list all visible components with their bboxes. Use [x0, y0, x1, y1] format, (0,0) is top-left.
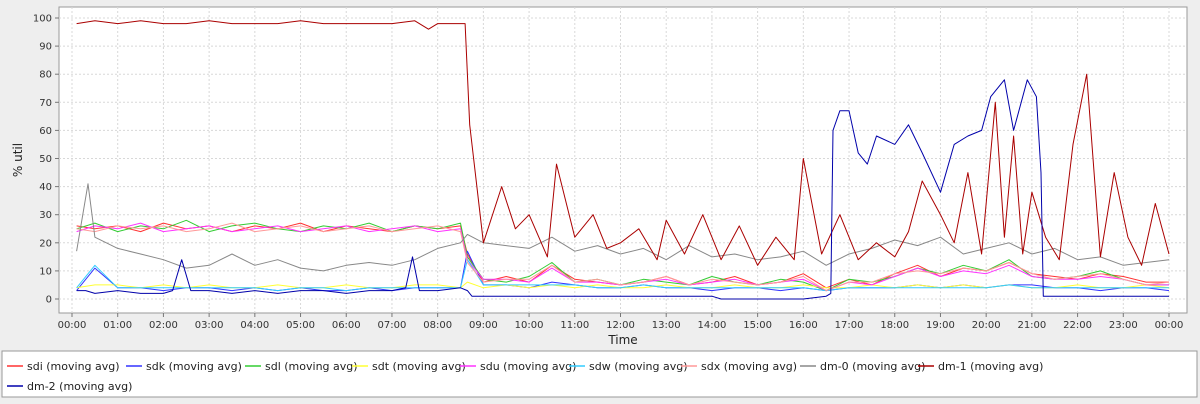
x-tick-label: 12:00	[606, 320, 635, 331]
legend: sdi (moving avg) sdk (moving avg) sdl (mov…	[1, 350, 1198, 398]
y-tick-label: 70	[39, 98, 52, 109]
axes: 0 10 20 30 40 50 60 70 80 90 100 00:00 01:00 02:00 03:…	[33, 14, 1184, 332]
y-tick-label: 50	[39, 154, 52, 165]
x-tick-label: 21:00	[1017, 320, 1046, 331]
legend-label: sdu (moving avg)	[480, 360, 576, 373]
x-tick-label: 00:00	[58, 320, 87, 331]
series-lines	[76, 20, 1170, 300]
y-tick-label: 30	[39, 210, 52, 221]
legend-label: sdl (moving avg)	[265, 360, 358, 373]
x-tick-label: 00:00	[1155, 320, 1184, 331]
x-tick-label: 13:00	[652, 320, 681, 331]
x-tick-label: 14:00	[698, 320, 727, 331]
series-line-5	[76, 259, 1169, 292]
y-axis-title: % util	[11, 143, 25, 177]
y-tick-label: 10	[39, 266, 52, 277]
y-tick-label: 90	[39, 42, 52, 53]
x-tick-label: 18:00	[880, 320, 909, 331]
x-tick-label: 20:00	[972, 320, 1001, 331]
series-line-7	[76, 183, 1170, 272]
series-line-6	[76, 222, 1170, 292]
x-tick-label: 06:00	[332, 320, 361, 331]
x-tick-label: 11:00	[560, 320, 589, 331]
x-tick-label: 17:00	[835, 320, 864, 331]
x-tick-label: 10:00	[515, 320, 544, 331]
x-tick-label: 15:00	[743, 320, 772, 331]
y-tick-label: 80	[39, 70, 52, 81]
x-tick-label: 16:00	[789, 320, 818, 331]
x-tick-label: 07:00	[378, 320, 407, 331]
series-line-8	[76, 20, 1170, 266]
legend-box	[1, 350, 1198, 398]
legend-label: sdw (moving avg)	[589, 360, 687, 373]
grid-lines	[59, 7, 1187, 313]
series-line-9	[76, 79, 1169, 300]
x-axis-title: Time	[607, 333, 637, 347]
x-tick-label: 19:00	[926, 320, 955, 331]
y-tick-label: 40	[39, 182, 52, 193]
legend-label: sdi (moving avg)	[27, 360, 120, 373]
legend-label: sdx (moving avg)	[701, 360, 797, 373]
legend-label: sdk (moving avg)	[146, 360, 242, 373]
x-tick-label: 23:00	[1109, 320, 1138, 331]
x-tick-label: 03:00	[195, 320, 224, 331]
legend-label: dm-2 (moving avg)	[27, 380, 132, 393]
y-tick-label: 20	[39, 238, 52, 249]
legend-label: dm-1 (moving avg)	[938, 360, 1043, 373]
y-tick-label: 0	[46, 295, 52, 306]
y-tick-label: 100	[33, 14, 52, 25]
x-tick-label: 04:00	[240, 320, 269, 331]
x-tick-label: 02:00	[149, 320, 178, 331]
x-tick-label: 05:00	[286, 320, 315, 331]
x-tick-label: 01:00	[103, 320, 132, 331]
x-tick-label: 09:00	[469, 320, 498, 331]
series-line-4	[76, 222, 1169, 292]
x-tick-label: 08:00	[423, 320, 452, 331]
legend-label: sdt (moving avg)	[372, 360, 466, 373]
legend-label: dm-0 (moving avg)	[820, 360, 925, 373]
x-tick-label: 22:00	[1063, 320, 1092, 331]
y-tick-label: 60	[39, 126, 52, 137]
